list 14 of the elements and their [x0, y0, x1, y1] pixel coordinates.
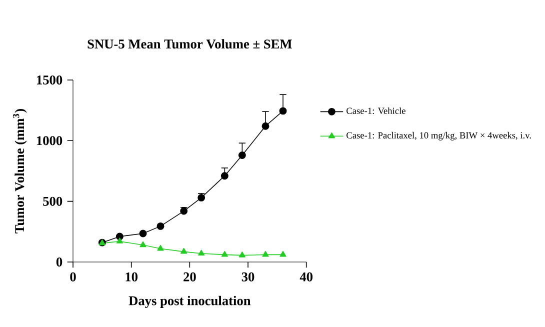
x-tick-label: 10: [126, 272, 138, 282]
y-tick-label: 1500: [37, 75, 62, 84]
legend-label: Case-1: Vehicle: [346, 107, 406, 114]
x-tick-label: 0: [70, 272, 76, 282]
chart-title: SNU-5 Mean Tumor Volume ± SEM: [88, 39, 292, 49]
legend-label: Case-1: Paclitaxel, 10 mg/kg, BIW × 4weeks, i.v.: [346, 132, 531, 140]
x-axis-title: Days post inoculation: [128, 296, 251, 308]
x-tick-label: 20: [184, 272, 196, 282]
y-axis-title: Tumor Volume (mm$^{3}$): [12, 109, 27, 234]
y-tick-label: 1000: [37, 136, 62, 146]
x-tick-label: 30: [242, 272, 254, 282]
x-tick-label: 40: [300, 272, 313, 282]
y-tick-label: 0: [56, 257, 62, 266]
y-tick-label: 500: [43, 196, 62, 206]
